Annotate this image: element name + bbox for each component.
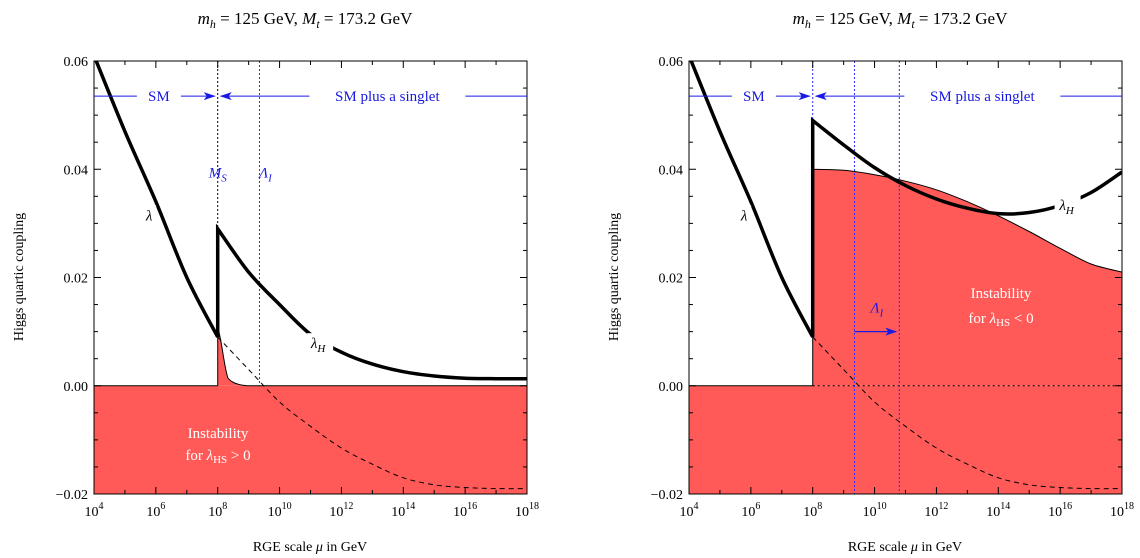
instability-region <box>94 385 527 494</box>
x-tick-label: 108 <box>208 501 227 520</box>
lambda-i-label: ΛI <box>869 301 885 320</box>
chart-title: mh = 125 GeV, Mt = 173.2 GeV <box>198 9 413 31</box>
lambda-dashed-curve <box>812 336 1122 490</box>
x-tick-label: 1012 <box>924 501 948 520</box>
x-axis-label: RGE scale μ in GeV <box>253 540 367 555</box>
lambda-h-label: λH <box>1058 198 1075 217</box>
y-tick-label: 0.04 <box>64 163 89 178</box>
instability-label-line2: for λHS > 0 <box>185 448 250 466</box>
y-tick-label: 0.06 <box>659 55 684 70</box>
boundary-line <box>812 168 1122 273</box>
arrowhead <box>798 92 811 101</box>
instability-region <box>689 385 1122 494</box>
instability-label-line2: for λHS < 0 <box>968 311 1033 329</box>
x-tick-label: 106 <box>146 501 165 520</box>
x-tick-label: 1010 <box>863 501 887 520</box>
x-tick-label: 106 <box>741 501 760 520</box>
label-bg <box>731 86 776 107</box>
x-axis-label: RGE scale μ in GeV <box>848 540 962 555</box>
x-tick-label: 1018 <box>1110 501 1134 520</box>
y-tick-label: 0.02 <box>659 272 684 287</box>
singlet-region-label: SM plus a singlet <box>930 89 1035 105</box>
y-axis-label: Higgs quartic coupling <box>607 213 622 341</box>
lambda-i-label: ΛI <box>257 165 273 184</box>
y-tick-label: 0.00 <box>64 380 89 395</box>
ms-label: MS <box>208 165 228 184</box>
label-bg <box>136 86 181 107</box>
lambda-label: λ <box>740 208 748 224</box>
left-chart: 104 106 108 1010 1012 1014 1016 1018 0.06 0.04 0.0… <box>12 9 539 555</box>
label-bg <box>737 205 752 226</box>
x-tick-label: 1014 <box>986 501 1010 520</box>
x-tick-label: 1014 <box>391 501 415 520</box>
y-tick-label: 0.04 <box>659 163 684 178</box>
y-tick-label: 0.00 <box>659 380 684 395</box>
y-tick-label: 0.06 <box>64 55 89 70</box>
singlet-region-label: SM plus a singlet <box>335 89 440 105</box>
label-bg <box>904 86 1061 107</box>
y-tick-label: 0.02 <box>64 272 89 287</box>
right-chart: 104 106 108 1010 1012 1014 1016 1018 0.06 0.04 0.0… <box>607 9 1134 555</box>
sm-region-label: SM <box>148 89 170 105</box>
lambda-label: λ <box>145 208 153 224</box>
instability-label-line1: Instability <box>971 286 1032 302</box>
chart-title: mh = 125 GeV, Mt = 173.2 GeV <box>793 9 1008 31</box>
left-chart-panel: 104 106 108 1010 1012 1014 1016 1018 0.06 0.04 0.0… <box>12 9 539 555</box>
instability-spike <box>217 327 248 386</box>
label-bg <box>1054 194 1081 217</box>
x-tick-label: 1010 <box>268 501 292 520</box>
y-tick-label: −0.02 <box>651 488 683 503</box>
x-tick-label: 108 <box>803 501 822 520</box>
x-tick-label: 1016 <box>453 501 477 520</box>
label-bg <box>142 205 157 226</box>
label-bg <box>307 333 334 358</box>
x-tick-label: 1012 <box>329 501 353 520</box>
y-tick-label: −0.02 <box>56 488 88 503</box>
x-tick-label: 1016 <box>1048 501 1072 520</box>
right-chart-panel: 104 106 108 1010 1012 1014 1016 1018 0.06 0.04 0.0… <box>570 0 1140 558</box>
lambda-h-label: λH <box>310 336 327 355</box>
lambda-dashed-curve <box>217 336 527 490</box>
x-tick-label: 1018 <box>515 501 539 520</box>
arrowhead <box>219 92 232 101</box>
y-axis-label: Higgs quartic coupling <box>12 213 27 341</box>
arrowhead <box>203 92 216 101</box>
x-tick-label: 104 <box>680 501 699 520</box>
arrowhead <box>885 327 898 336</box>
instability-label-line1: Instability <box>188 426 249 442</box>
lambda-curve <box>94 61 527 381</box>
sm-region-label: SM <box>743 89 765 105</box>
label-bg <box>309 86 466 107</box>
lambda-curve <box>689 61 1122 338</box>
x-tick-label: 104 <box>85 501 104 520</box>
arrowhead <box>814 92 827 101</box>
